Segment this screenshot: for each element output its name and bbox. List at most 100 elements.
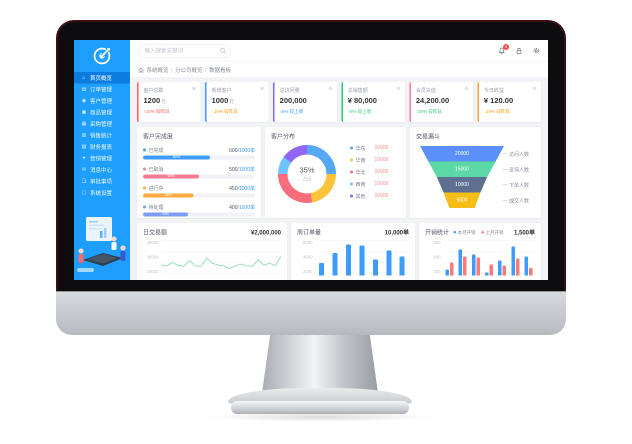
lock-icon (516, 47, 522, 54)
funnel-label: 咨询人数 (503, 167, 529, 173)
menu-icon: ▧ (81, 144, 87, 150)
menu-icon: ⌂ (82, 75, 86, 81)
sidebar-item-6[interactable]: ▥ 销售统计 (74, 130, 130, 142)
week-total: 10,000单 (384, 229, 409, 236)
breadcrumb-item-1[interactable]: 系统概览 (146, 67, 169, 74)
stat-cards: 客户总数 1200元 ↑10% 较昨日 新增客户 1000元 ↑10% 较昨日 … (137, 82, 542, 122)
sidebar-item-11[interactable]: ▢ 系统设置 (74, 187, 130, 199)
donut-panel: 客户分布 35% 占比 华东 10000 华南 10000 (265, 127, 406, 218)
stat-card-5: 会员充值 24,200.00 ↑20% 较昨日 (409, 82, 473, 122)
legend-value: 10000 (374, 145, 389, 151)
sidebar-item-7[interactable]: ▧ 财务报表 (74, 141, 130, 153)
card-gear-icon[interactable] (532, 86, 537, 91)
legend-dot (350, 170, 353, 174)
card-trend: ↓10% 较昨日 (483, 109, 510, 114)
bottom-row: 日交易额 ¥2,000,000 40000 30000 20000 (137, 223, 541, 280)
expense-bar (502, 265, 507, 276)
expense-bar (458, 249, 463, 276)
expense-total: 1,500单 (513, 229, 535, 236)
expense-group (524, 256, 533, 276)
progress-label: 进行中 (148, 186, 164, 192)
breadcrumb-separator: / (171, 66, 173, 73)
menu-label: 营销管理 (90, 155, 112, 162)
card-trend: ↑20% 较昨日 (415, 109, 442, 114)
stat-card-6: 今日收益 ¥ 120.00 ↓10% 较昨日 (477, 82, 542, 122)
card-value: 200,000 (279, 96, 307, 106)
expense-group (484, 264, 493, 276)
progress-label: 待处理 (148, 205, 164, 211)
legend-value: 10000 (374, 157, 389, 163)
card-value: ¥ 120.00 (483, 96, 514, 106)
expense-legend-item: 本月开销 (453, 229, 475, 236)
funnel-step: 20000 (420, 146, 504, 162)
donut-legend-item: 华北 10000 (350, 168, 388, 176)
y-tick: 200 (433, 268, 441, 274)
card-gear-icon[interactable] (260, 86, 265, 91)
panel-title: 开销统计 (425, 229, 450, 236)
funnel-step: 5000 (443, 192, 481, 208)
legend-dot (143, 205, 146, 209)
y-axis: 6000 4000 2000 (297, 240, 315, 274)
sidebar-item-9[interactable]: ✉ 消息中心 (74, 164, 130, 176)
expense-bar (463, 256, 467, 276)
legend-value: 10000 (374, 169, 389, 175)
card-gear-icon[interactable] (328, 86, 333, 91)
card-label: 今日收益 (483, 88, 504, 94)
funnel-chart: 20000 15000 10000 5000 (420, 146, 504, 208)
funnel-label: 成交人数 (503, 198, 529, 204)
sidebar-item-3[interactable]: ◉ 客户管理 (74, 95, 130, 107)
y-tick: 4000 (303, 254, 313, 260)
legend-value: 10000 (374, 181, 389, 187)
dashboard-ui: ⌂ 首页概览 ▤ 订单管理 ◉ 客户管理 ▣ 商品管理 ▦ 采购管理 ▥ 销售统… (74, 40, 548, 280)
donut-legend-item: 华南 10000 (350, 156, 388, 164)
search-input[interactable] (138, 43, 231, 58)
sidebar-item-1[interactable]: ⌂ 首页概览 (74, 72, 130, 84)
menu-icon: ▦ (81, 121, 87, 127)
grouped-bar-chart (443, 241, 535, 276)
card-gear-icon[interactable] (396, 86, 401, 91)
card-gear-icon[interactable] (464, 86, 469, 91)
sidebar-item-5[interactable]: ▦ 采购管理 (74, 118, 130, 130)
donut-center: 35% 占比 (287, 154, 327, 194)
expense-bar (489, 264, 493, 276)
menu-label: 财务报表 (90, 144, 112, 151)
card-trend: ↑8% 较上周 (347, 109, 372, 114)
menu-icon: ▤ (81, 86, 87, 93)
y-tick: 40000 (146, 240, 159, 245)
breadcrumb-item-2[interactable]: 分公司概览 (175, 67, 203, 74)
sidebar-item-2[interactable]: ▤ 订单管理 (74, 84, 130, 96)
notification-bell[interactable]: 5 (498, 44, 509, 55)
card-value: 1200元 (143, 96, 166, 106)
legend-dot (143, 186, 146, 190)
donut-legend: 华东 10000 华南 10000 华北 10000 西南 10000 其他 1… (350, 144, 388, 200)
settings-button[interactable] (533, 47, 541, 55)
card-label: 客户总数 (143, 88, 164, 94)
week-bar (332, 253, 338, 276)
menu-icon: ▣ (81, 109, 87, 116)
menu-label: 销售统计 (90, 132, 112, 139)
progress-value: 600/1000单 (229, 148, 255, 154)
progress-value: 500/1000单 (229, 167, 255, 173)
week-bar (359, 245, 365, 276)
notification-badge: 5 (503, 44, 509, 50)
breadcrumb-item-3[interactable]: 数据看板 (209, 67, 232, 74)
monitor-base (231, 401, 409, 414)
card-gear-icon[interactable] (192, 86, 197, 91)
search-icon[interactable] (220, 47, 227, 54)
sidebar-item-10[interactable]: ❑ 审批事项 (74, 176, 130, 188)
panel-title: 客户分布 (271, 133, 296, 140)
legend-dot (350, 194, 353, 198)
lock-button[interactable] (516, 47, 523, 55)
legend-label: 其他 (355, 194, 366, 200)
sidebar-item-4[interactable]: ▣ 商品管理 (74, 107, 130, 119)
panel-title: 日交易额 (143, 229, 168, 236)
progress-label: 已完成 (148, 148, 164, 154)
daily-total: ¥2,000,000 (250, 228, 281, 236)
card-label: 会员充值 (415, 88, 436, 94)
screen: ⌂ 首页概览 ▤ 订单管理 ◉ 客户管理 ▣ 商品管理 ▦ 采购管理 ▥ 销售统… (74, 40, 548, 280)
sidebar-item-8[interactable]: ✦ 营销管理 (74, 153, 130, 165)
funnel-label: 访问人数 (503, 152, 529, 158)
floor-shadow (205, 412, 435, 422)
expense-bar (511, 246, 515, 276)
progress-row: 进行中 450/1000单 45% (143, 184, 255, 198)
